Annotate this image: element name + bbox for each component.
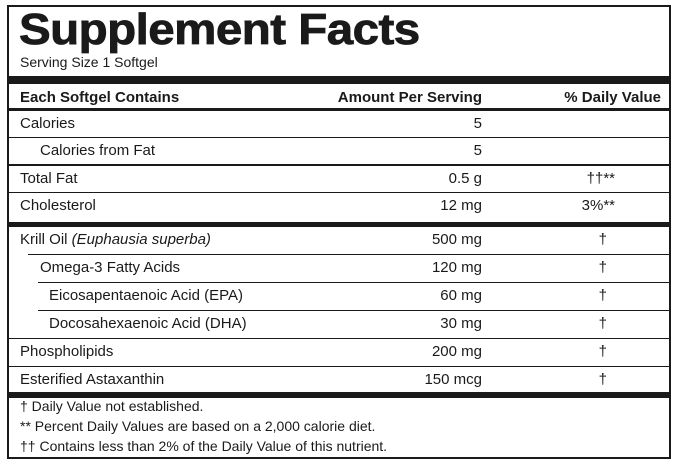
row-amount: 200 mg xyxy=(431,343,482,360)
footnote-double-dagger: †† Contains less than 2% of the Daily Va… xyxy=(20,438,388,454)
row-name-italic: (Euphausia superba) xyxy=(71,231,211,248)
row-name: Krill Oil (Euphausia superba) xyxy=(20,231,211,248)
row-amount: 500 mg xyxy=(431,231,482,248)
row-name: Omega-3 Fatty Acids xyxy=(40,259,181,276)
row-dv: ††** xyxy=(586,170,615,187)
footer-thick-rule xyxy=(9,392,669,398)
row-name: Total Fat xyxy=(20,170,78,187)
row-divider xyxy=(9,192,669,193)
table-row: Krill Oil (Euphausia superba) 500 mg † xyxy=(9,226,669,253)
row-dv: † xyxy=(598,287,607,304)
serving-size: Serving Size 1 Softgel xyxy=(20,54,158,70)
row-dv: † xyxy=(598,315,607,332)
row-name: Phospholipids xyxy=(20,343,114,360)
row-amount: 120 mg xyxy=(431,259,482,276)
row-amount: 0.5 g xyxy=(448,170,482,187)
row-divider xyxy=(9,338,669,339)
supplement-facts-panel: Supplement Facts Serving Size 1 Softgel … xyxy=(7,5,671,459)
footnote-dagger: † Daily Value not established. xyxy=(20,398,204,414)
row-divider xyxy=(28,254,669,255)
header-amount: Amount Per Serving xyxy=(337,89,482,106)
table-row: Phospholipids 200 mg † xyxy=(9,338,669,365)
footnote-percent: ** Percent Daily Values are based on a 2… xyxy=(20,418,376,434)
table-row: Esterified Astaxanthin 150 mcg † xyxy=(9,366,669,393)
row-name: Calories xyxy=(20,115,76,132)
table-row: Docosahexaenoic Acid (DHA) 30 mg † xyxy=(9,310,669,337)
row-amount: 60 mg xyxy=(440,287,482,304)
header-daily-value: % Daily Value xyxy=(564,89,661,106)
header-bottom-rule xyxy=(9,108,669,111)
row-divider xyxy=(38,310,669,311)
table-row: Cholesterol 12 mg 3%** xyxy=(9,192,669,219)
table-row: Calories 5 xyxy=(9,110,669,137)
row-name: Docosahexaenoic Acid (DHA) xyxy=(49,315,247,332)
row-amount: 150 mcg xyxy=(424,371,482,388)
row-divider xyxy=(38,282,669,283)
section-divider xyxy=(9,222,669,227)
row-divider xyxy=(9,164,669,166)
table-row: Calories from Fat 5 xyxy=(9,137,669,164)
row-dv: † xyxy=(598,259,607,276)
row-dv: † xyxy=(598,231,607,248)
table-row: Eicosapentaenoic Acid (EPA) 60 mg † xyxy=(9,282,669,309)
table-row: Omega-3 Fatty Acids 120 mg † xyxy=(9,254,669,281)
row-name: Cholesterol xyxy=(20,197,96,214)
row-amount: 5 xyxy=(473,142,482,159)
row-amount: 30 mg xyxy=(440,315,482,332)
row-name: Esterified Astaxanthin xyxy=(20,371,165,388)
row-dv: † xyxy=(598,343,607,360)
panel-title: Supplement Facts xyxy=(19,5,421,55)
row-name: Eicosapentaenoic Acid (EPA) xyxy=(49,287,243,304)
row-divider xyxy=(9,366,669,367)
row-dv: † xyxy=(598,371,607,388)
header-contains: Each Softgel Contains xyxy=(20,89,180,106)
row-dv: 3%** xyxy=(581,197,615,214)
row-divider xyxy=(9,137,669,138)
table-header: Each Softgel Contains Amount Per Serving… xyxy=(9,83,669,110)
header-thick-rule xyxy=(9,76,669,84)
row-amount: 12 mg xyxy=(440,197,482,214)
row-name: Calories from Fat xyxy=(40,142,156,159)
row-name-main: Krill Oil xyxy=(20,231,68,248)
table-row: Total Fat 0.5 g ††** xyxy=(9,165,669,192)
row-amount: 5 xyxy=(473,115,482,132)
